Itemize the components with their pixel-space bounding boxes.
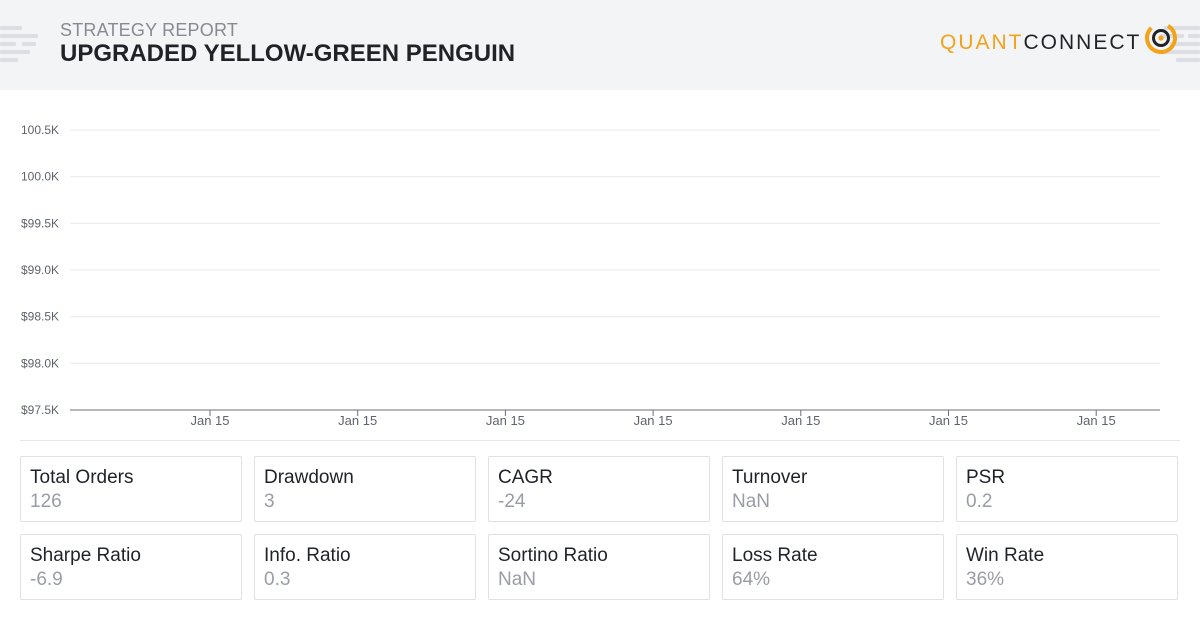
y-tick-label: $98.5K — [21, 310, 59, 324]
stat-card-psr: PSR 0.2 — [956, 456, 1178, 522]
stat-value: 126 — [30, 491, 62, 512]
stat-value: 0.2 — [966, 491, 993, 512]
x-tick-label: Jan 15 — [929, 413, 968, 428]
stat-card-sortino-ratio: Sortino Ratio NaN — [488, 534, 710, 600]
stat-card-total-orders: Total Orders 126 — [20, 456, 242, 522]
report-header: STRATEGY REPORT UPGRADED YELLOW-GREEN PE… — [0, 0, 1200, 90]
stat-label: Drawdown — [264, 467, 354, 488]
logo-wordmark: QUANTCONNECT — [940, 32, 1141, 53]
stat-label: Sharpe Ratio — [30, 545, 141, 566]
stat-value: 0.3 — [264, 569, 291, 590]
stat-card-loss-rate: Loss Rate 64% — [722, 534, 944, 600]
report-subtitle: STRATEGY REPORT — [60, 20, 239, 40]
x-tick-label: Jan 15 — [781, 413, 820, 428]
y-tick-label: $99.5K — [21, 216, 59, 230]
y-tick-label: 100.0K — [21, 170, 59, 184]
y-tick-label: $98.0K — [21, 356, 59, 370]
stat-card-drawdown: Drawdown 3 — [254, 456, 476, 522]
stat-label: PSR — [966, 467, 1006, 488]
logo-connect-text: CONNECT — [1023, 31, 1142, 54]
x-tick-label: Jan 15 — [190, 413, 229, 428]
x-tick-label: Jan 15 — [634, 413, 673, 428]
stat-value: 3 — [264, 491, 275, 512]
strategy-title: UPGRADED YELLOW-GREEN PENGUIN — [60, 40, 516, 67]
stat-card-info-ratio: Info. Ratio 0.3 — [254, 534, 476, 600]
x-tick-label: Jan 15 — [1077, 413, 1116, 428]
y-tick-label: $99.0K — [21, 263, 59, 277]
section-divider — [20, 440, 1180, 441]
stat-label: Total Orders — [30, 467, 134, 488]
x-tick-label: Jan 15 — [486, 413, 525, 428]
x-tick-label: Jan 15 — [338, 413, 377, 428]
y-tick-label: 100.5K — [21, 123, 59, 137]
stat-value: NaN — [498, 569, 537, 590]
stat-value: 36% — [966, 569, 1005, 590]
equity-chart-svg: 100.5K 100.0K $99.5K $99.0K $98.5K $98.0K $97.… — [21, 123, 1160, 428]
stat-card-turnover: Turnover NaN — [722, 456, 944, 522]
stat-value: -24 — [498, 491, 526, 512]
quantconnect-logo[interactable]: QUANTCONNECT — [940, 22, 1179, 61]
stat-label: Loss Rate — [732, 545, 818, 566]
stat-value: -6.9 — [30, 569, 63, 590]
stat-label: Info. Ratio — [264, 545, 351, 566]
y-tick-label: $97.5K — [21, 403, 59, 417]
stat-card-sharpe-ratio: Sharpe Ratio -6.9 — [20, 534, 242, 600]
logo-quant-text: QUANT — [940, 31, 1024, 54]
stat-label: Turnover — [732, 467, 808, 488]
stat-value: NaN — [732, 491, 771, 512]
stat-label: CAGR — [498, 467, 553, 488]
stat-label: Sortino Ratio — [498, 545, 608, 566]
stat-card-win-rate: Win Rate 36% — [956, 534, 1178, 600]
stat-label: Win Rate — [966, 545, 1045, 566]
equity-chart: 100.5K 100.0K $99.5K $99.0K $98.5K $98.0K $97.… — [0, 90, 1200, 440]
stat-value: 64% — [732, 569, 771, 590]
statistics-grid: Total Orders 126 Drawdown 3 CAGR -24 Turnover N… — [20, 456, 1180, 602]
quantconnect-logo-icon — [1143, 20, 1179, 61]
stat-card-cagr: CAGR -24 — [488, 456, 710, 522]
